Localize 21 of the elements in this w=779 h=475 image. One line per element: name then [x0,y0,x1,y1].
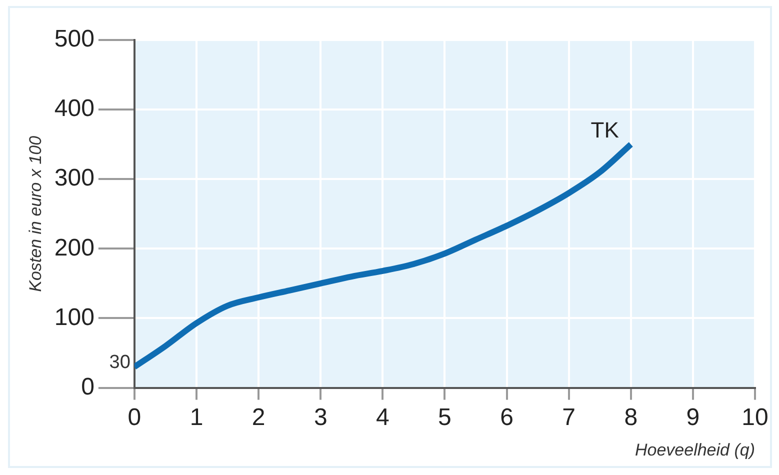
x-tick-label: 3 [314,404,328,431]
y-tick-label: 0 [81,373,94,400]
x-tick-label: 8 [624,404,638,431]
x-tick-label: 9 [686,404,700,431]
x-tick-label: 1 [190,404,204,431]
x-tick-label: 5 [438,404,452,431]
x-tick-label: 0 [128,404,142,431]
x-tick-label: 2 [252,404,266,431]
annotation: 30 [109,352,130,374]
y-tick-label: 200 [54,234,94,262]
x-axis-title: Hoeveelheid (q) [634,440,755,460]
x-tick-label: 10 [742,404,768,431]
y-axis-title: Kosten in euro x 100 [26,135,45,292]
y-tick-label: 300 [54,164,94,192]
x-tick-label: 4 [376,404,390,431]
x-tick-label: 6 [500,404,514,431]
series-label: TK [590,117,620,142]
x-tick-label: 7 [562,404,576,431]
y-tick-label: 500 [54,26,94,53]
y-tick-label: 100 [54,304,94,331]
y-tick-label: 400 [54,95,94,122]
